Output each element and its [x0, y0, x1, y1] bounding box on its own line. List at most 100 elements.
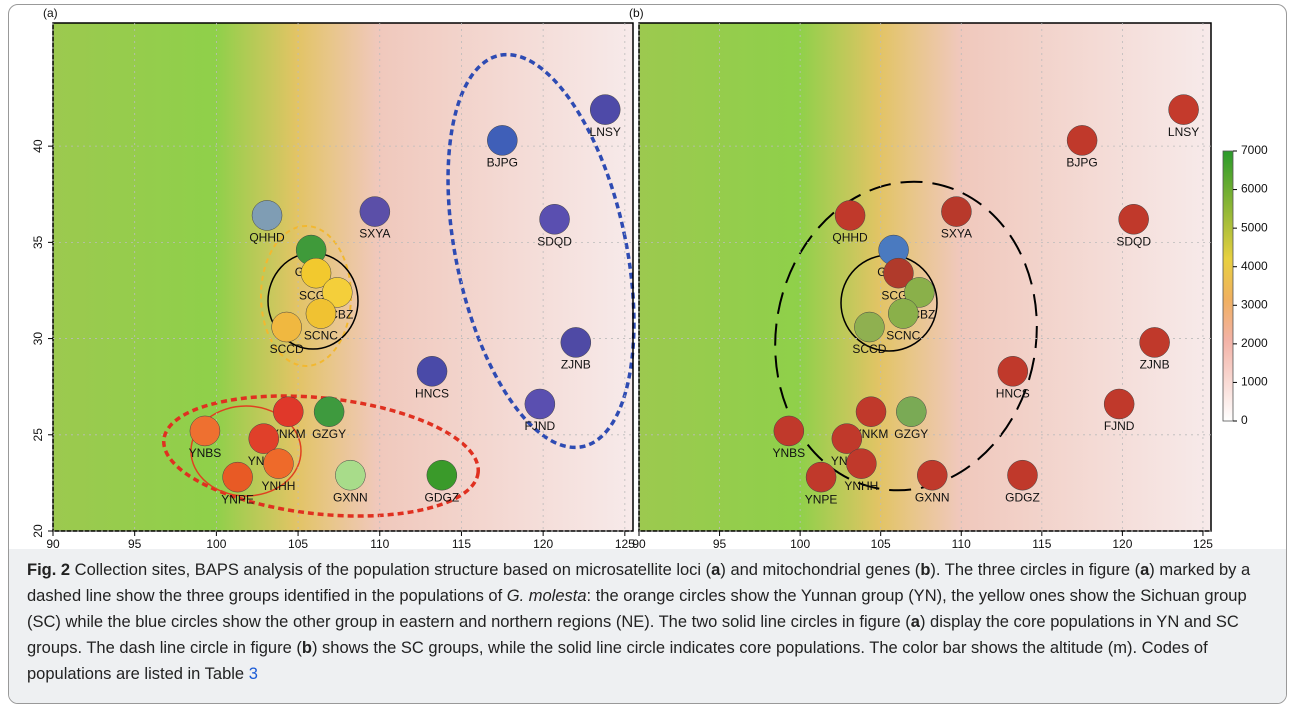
site-label: FJND: [525, 419, 556, 433]
x-tick-label: 115: [1032, 537, 1051, 549]
site-pie: [306, 299, 336, 329]
x-tick-label: 95: [128, 537, 142, 549]
site-label: SCNC: [304, 329, 338, 343]
site-label: GXNN: [915, 490, 950, 504]
site-label: ZJNB: [1140, 358, 1170, 372]
x-tick-label: 95: [713, 537, 727, 549]
map-background: [53, 23, 633, 531]
site-pie: [917, 460, 947, 490]
site-label: BJPG: [487, 156, 518, 170]
colorbar-tick-label: 0: [1241, 413, 1248, 427]
site-pie: [774, 416, 804, 446]
site-label: GDGZ: [425, 490, 460, 504]
site-pie: [590, 95, 620, 125]
site-label: SDQD: [1116, 234, 1151, 248]
site-label: SCNC: [886, 329, 920, 343]
x-tick-label: 120: [1112, 537, 1132, 549]
y-tick-label: 35: [31, 235, 45, 249]
site-label: YNHH: [261, 479, 295, 493]
y-tick-label: 25: [31, 428, 45, 442]
site-label: YNBS: [773, 446, 806, 460]
caption-text: G. molesta: [507, 587, 587, 605]
site-pie: [998, 356, 1028, 386]
site-pie: [525, 389, 555, 419]
site-label: SCCD: [852, 342, 886, 356]
site-pie: [1007, 460, 1037, 490]
y-tick-label: 20: [31, 524, 45, 538]
site-label: FJND: [1104, 419, 1135, 433]
x-tick-label: 110: [370, 537, 389, 549]
table-link[interactable]: 3: [249, 665, 258, 683]
site-pie: [427, 460, 457, 490]
site-pie: [888, 299, 918, 329]
caption-text: ) and mitochondrial genes (: [720, 561, 920, 579]
site-label: LNSY: [590, 125, 621, 139]
site-pie: [1169, 95, 1199, 125]
site-pie: [1119, 204, 1149, 234]
caption-text: a: [711, 561, 720, 579]
site-label: ZJNB: [561, 358, 591, 372]
site-pie: [856, 397, 886, 427]
colorbar-tick-label: 6000: [1241, 182, 1268, 196]
site-pie: [561, 327, 591, 357]
site-label: GZGY: [894, 427, 928, 441]
x-tick-label: 100: [790, 537, 810, 549]
caption-text: Collection sites, BAPS analysis of the p…: [70, 561, 711, 579]
site-pie: [1140, 327, 1170, 357]
site-pie: [487, 125, 517, 155]
x-tick-label: 105: [871, 537, 891, 549]
site-label: QHHD: [249, 231, 285, 245]
colorbar-tick-label: 1000: [1241, 375, 1268, 389]
colorbar-tick-label: 2000: [1241, 336, 1268, 350]
panel-a: [53, 23, 666, 531]
site-label: HNCS: [415, 386, 449, 400]
panel-b: [639, 23, 1211, 531]
x-tick-label: 90: [46, 537, 60, 549]
panel-label: (b): [629, 6, 644, 20]
x-tick-label: 125: [1193, 537, 1213, 549]
site-label: YNBS: [189, 446, 222, 460]
site-label: BJPG: [1066, 156, 1097, 170]
map-background: [639, 23, 1211, 531]
site-label: SDQD: [537, 234, 572, 248]
caption-text: ). The three circles in figure (: [930, 561, 1140, 579]
site-pie: [223, 462, 253, 492]
x-tick-label: 105: [288, 537, 308, 549]
site-pie: [360, 197, 390, 227]
site-pie: [417, 356, 447, 386]
site-pie: [896, 397, 926, 427]
x-tick-label: 100: [206, 537, 226, 549]
y-tick-label: 30: [31, 332, 45, 346]
caption: Fig. 2 Collection sites, BAPS analysis o…: [9, 549, 1286, 703]
site-pie: [263, 449, 293, 479]
y-tick-label: 40: [31, 139, 45, 153]
site-label: LNSY: [1168, 125, 1199, 139]
site-label: QHHD: [832, 231, 868, 245]
site-pie: [846, 449, 876, 479]
site-label: SXYA: [359, 227, 390, 241]
colorbar-tick-label: 4000: [1241, 259, 1268, 273]
x-tick-label: 90: [632, 537, 646, 549]
site-pie: [252, 200, 282, 230]
site-pie: [941, 197, 971, 227]
site-pie: [1104, 389, 1134, 419]
colorbar-tick-label: 5000: [1241, 220, 1268, 234]
site-label: SCCD: [270, 342, 304, 356]
maps: (a)90951001051101151201252025303540QHHDG…: [8, 4, 1287, 549]
site-pie: [273, 397, 303, 427]
site-pie: [835, 200, 865, 230]
site-label: GDGZ: [1005, 490, 1040, 504]
figure: (a)90951001051101151201252025303540QHHDG…: [8, 4, 1287, 704]
x-tick-label: 110: [952, 537, 971, 549]
colorbar-tick-label: 3000: [1241, 297, 1268, 311]
site-pie: [272, 312, 302, 342]
colorbar: [1223, 151, 1233, 421]
site-label: YNHH: [844, 479, 878, 493]
colorbar-tick-label: 7000: [1241, 143, 1268, 157]
caption-text: b: [920, 561, 930, 579]
site-pie: [190, 416, 220, 446]
site-pie: [335, 460, 365, 490]
site-label: YNPE: [221, 492, 254, 506]
site-pie: [314, 397, 344, 427]
caption-text: a: [911, 613, 920, 631]
